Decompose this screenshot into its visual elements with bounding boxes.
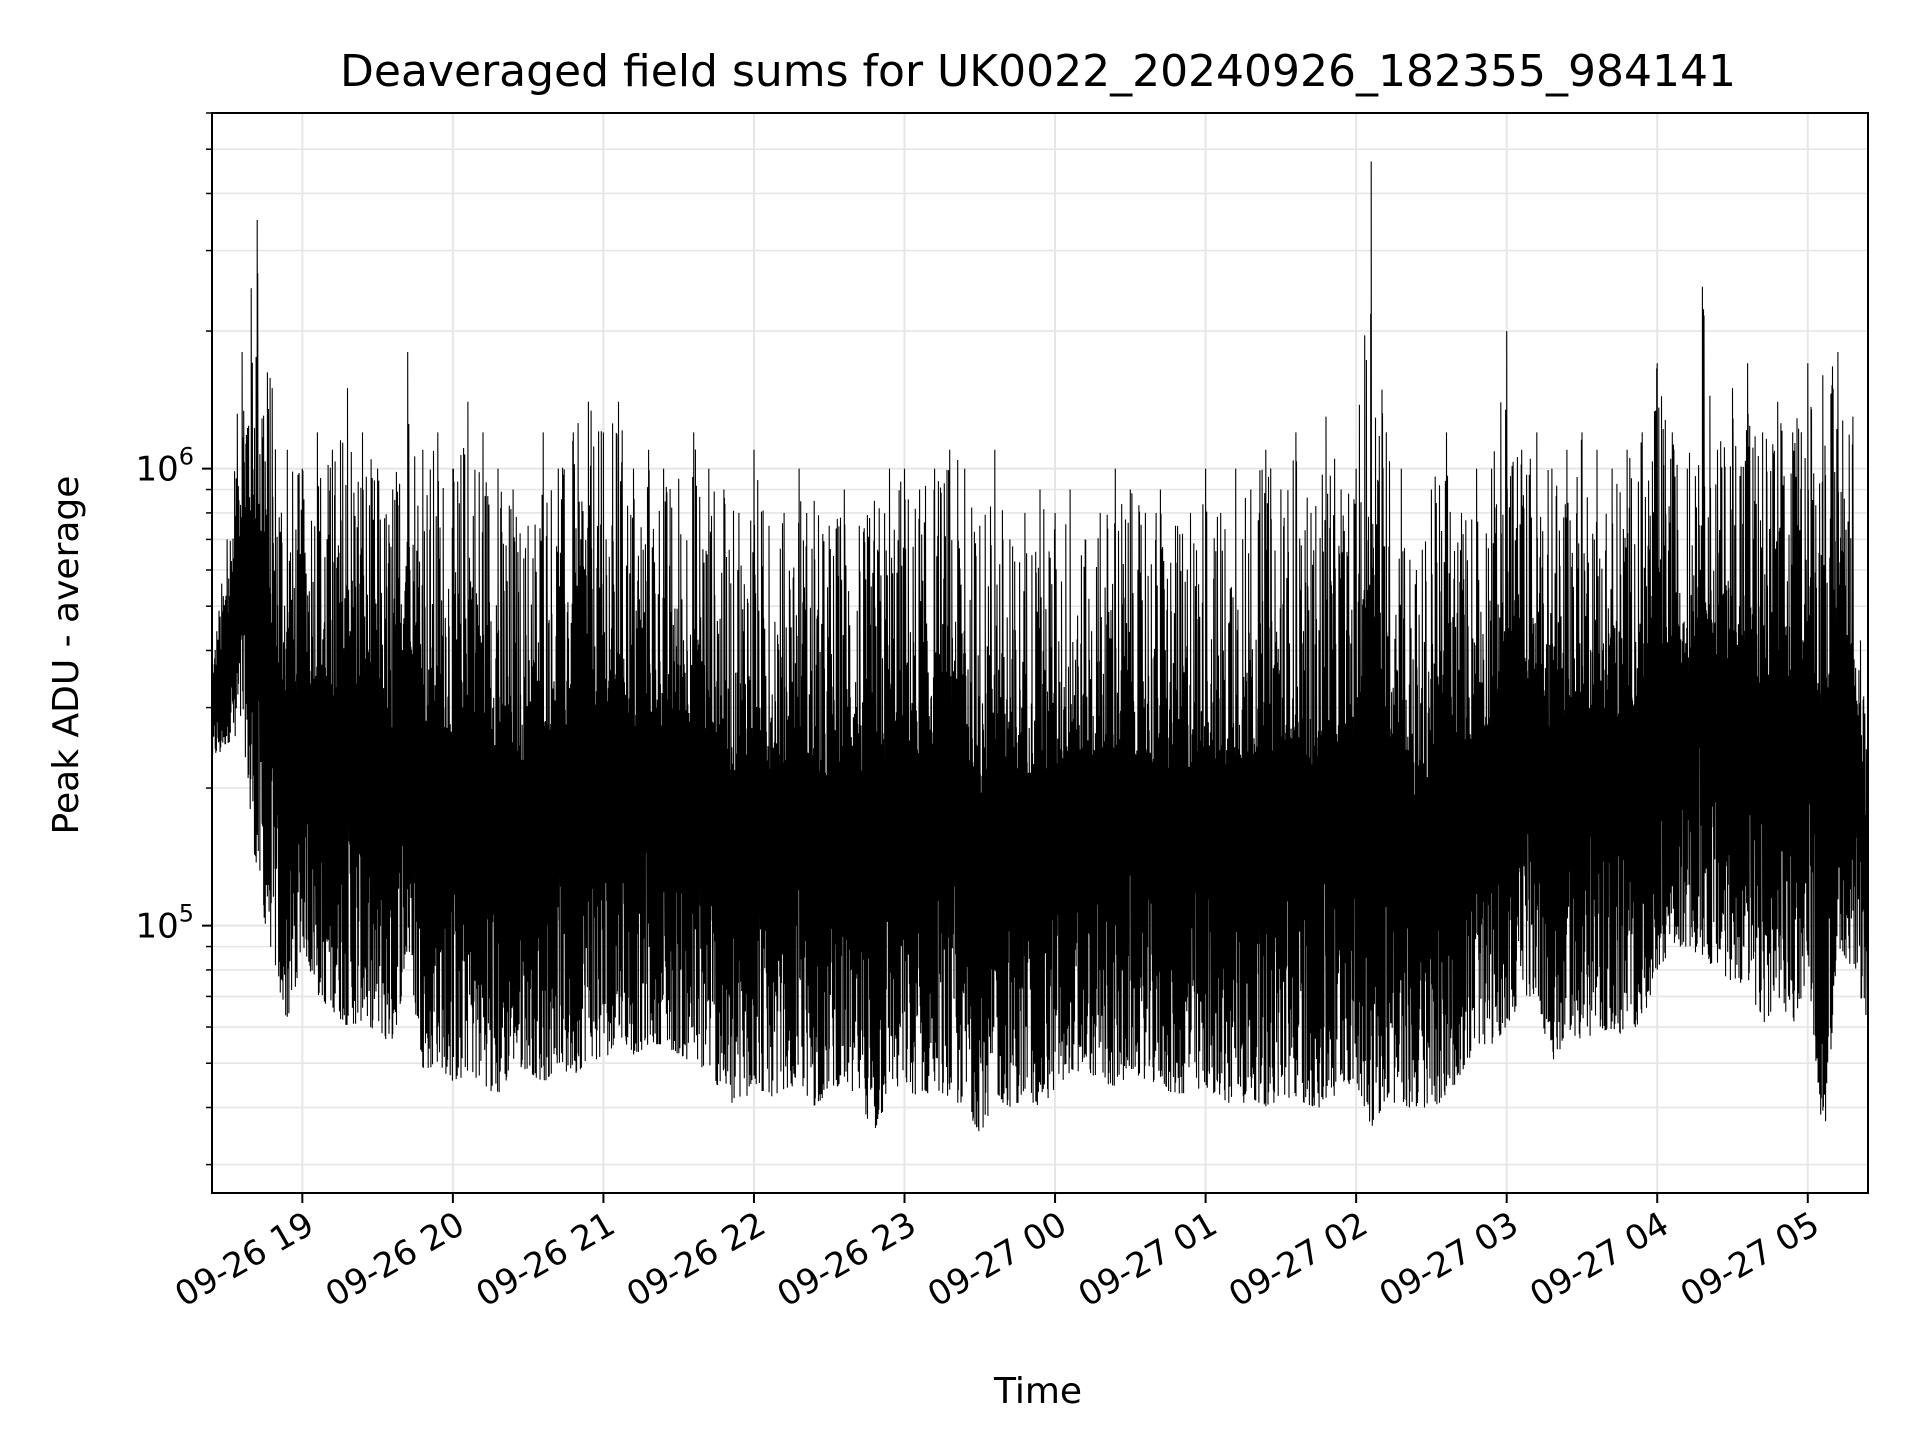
y-axis-title: Peak ADU - average [46,476,87,835]
series-trace [211,161,1869,1132]
y-tick-label-exponent: 5 [179,900,194,928]
y-tick-label-base: 10 [135,907,178,947]
y-tick-label-exponent: 6 [179,443,194,471]
series-line [211,161,1869,1132]
chart-title: Deaveraged field sums for UK0022_2024092… [340,46,1736,97]
y-tick-label: 106 [135,443,194,490]
plot-frame [211,112,1869,1194]
y-tick-label: 105 [135,900,194,947]
y-tick-label-base: 10 [135,450,178,490]
x-axis-title: Time [993,1371,1082,1412]
